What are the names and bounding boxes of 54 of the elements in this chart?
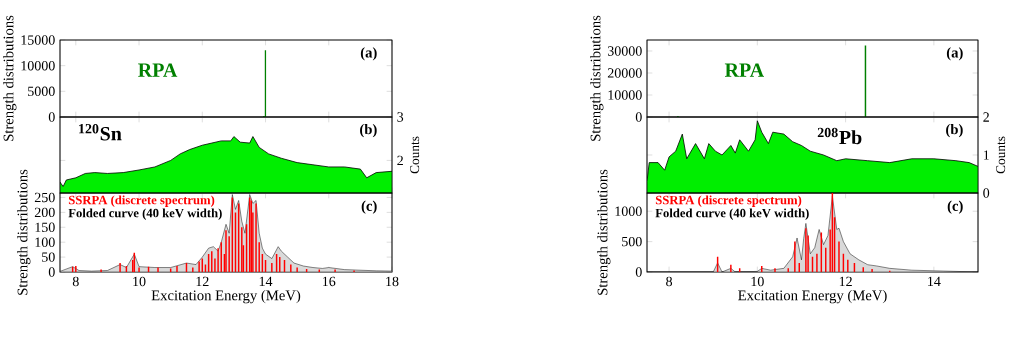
y-tick-label: 30000: [607, 46, 642, 56]
y-tick-label: 100: [35, 237, 55, 247]
x-axis-title: Excitation Energy (MeV): [151, 289, 301, 304]
y-tick-label: 250: [34, 192, 55, 203]
y-tick-label: 1000: [615, 206, 642, 216]
annotation: (b): [946, 124, 963, 138]
series-label: SSRPA (discrete spectrum): [68, 195, 215, 207]
y-axis-title: Strength distributions: [17, 169, 31, 295]
y2-tick-label: 2: [983, 112, 989, 122]
annotation: (a): [946, 47, 963, 61]
y-axis-title: Strength distributions: [590, 15, 604, 141]
y-axis-title: Strength distributions: [3, 15, 17, 141]
x-axis-title: Excitation Energy (MeV): [738, 289, 887, 304]
x-tick-label: 12: [839, 276, 852, 286]
text: RPA: [138, 63, 178, 77]
y-tick-label: 50: [42, 252, 55, 262]
x-tick-label: 10: [133, 276, 146, 287]
x-tick-label: 12: [196, 276, 209, 286]
x-tick-label: 18: [386, 276, 399, 287]
y2-tick-label: 3: [397, 112, 404, 122]
series-label: Folded curve (40 keV width): [68, 208, 222, 220]
y2-tick-label: 2: [397, 155, 403, 166]
y-tick-label: 500: [622, 236, 642, 247]
y-tick-label: 0: [635, 112, 642, 122]
annotation: $^{208}$Pb: [817, 127, 862, 145]
y-tick-label: 0: [635, 267, 642, 277]
y-tick-label: 200: [34, 207, 55, 218]
y-tick-label: 10000: [608, 90, 642, 100]
annotation: (b): [360, 124, 377, 138]
y-tick-label: 0: [48, 112, 55, 122]
x-tick-label: 8: [666, 276, 673, 287]
y-tick-label: 20000: [607, 68, 642, 78]
series-label: SSRPA (discrete spectrum): [655, 195, 802, 207]
y2-tick-label: 1: [983, 150, 989, 160]
y-axis-title: Strength distributions: [597, 169, 611, 295]
x-tick-label: 10: [751, 276, 764, 287]
y2-tick-label: 0: [983, 188, 990, 198]
y-tick-label: 150: [35, 222, 55, 233]
text: RPA: [724, 63, 764, 77]
y-tick-label: 15000: [21, 35, 55, 45]
y-tick-label: 0: [48, 267, 55, 277]
annotation: (c): [947, 200, 963, 214]
annotation: $^{120}$Sn: [79, 123, 122, 141]
y-tick-label: 5000: [28, 86, 55, 97]
x-tick-label: 16: [323, 276, 336, 287]
annotation: (c): [361, 200, 377, 214]
y2-axis-title: Counts: [996, 136, 1006, 174]
x-tick-label: 8: [72, 276, 79, 287]
annotation: (a): [360, 47, 377, 61]
y-tick-label: 10000: [21, 60, 55, 71]
y2-axis-title: Counts: [410, 136, 420, 174]
x-tick-label: 14: [259, 276, 273, 286]
x-tick-label: 14: [928, 276, 941, 286]
series-label: Folded curve (40 keV width): [655, 208, 809, 220]
